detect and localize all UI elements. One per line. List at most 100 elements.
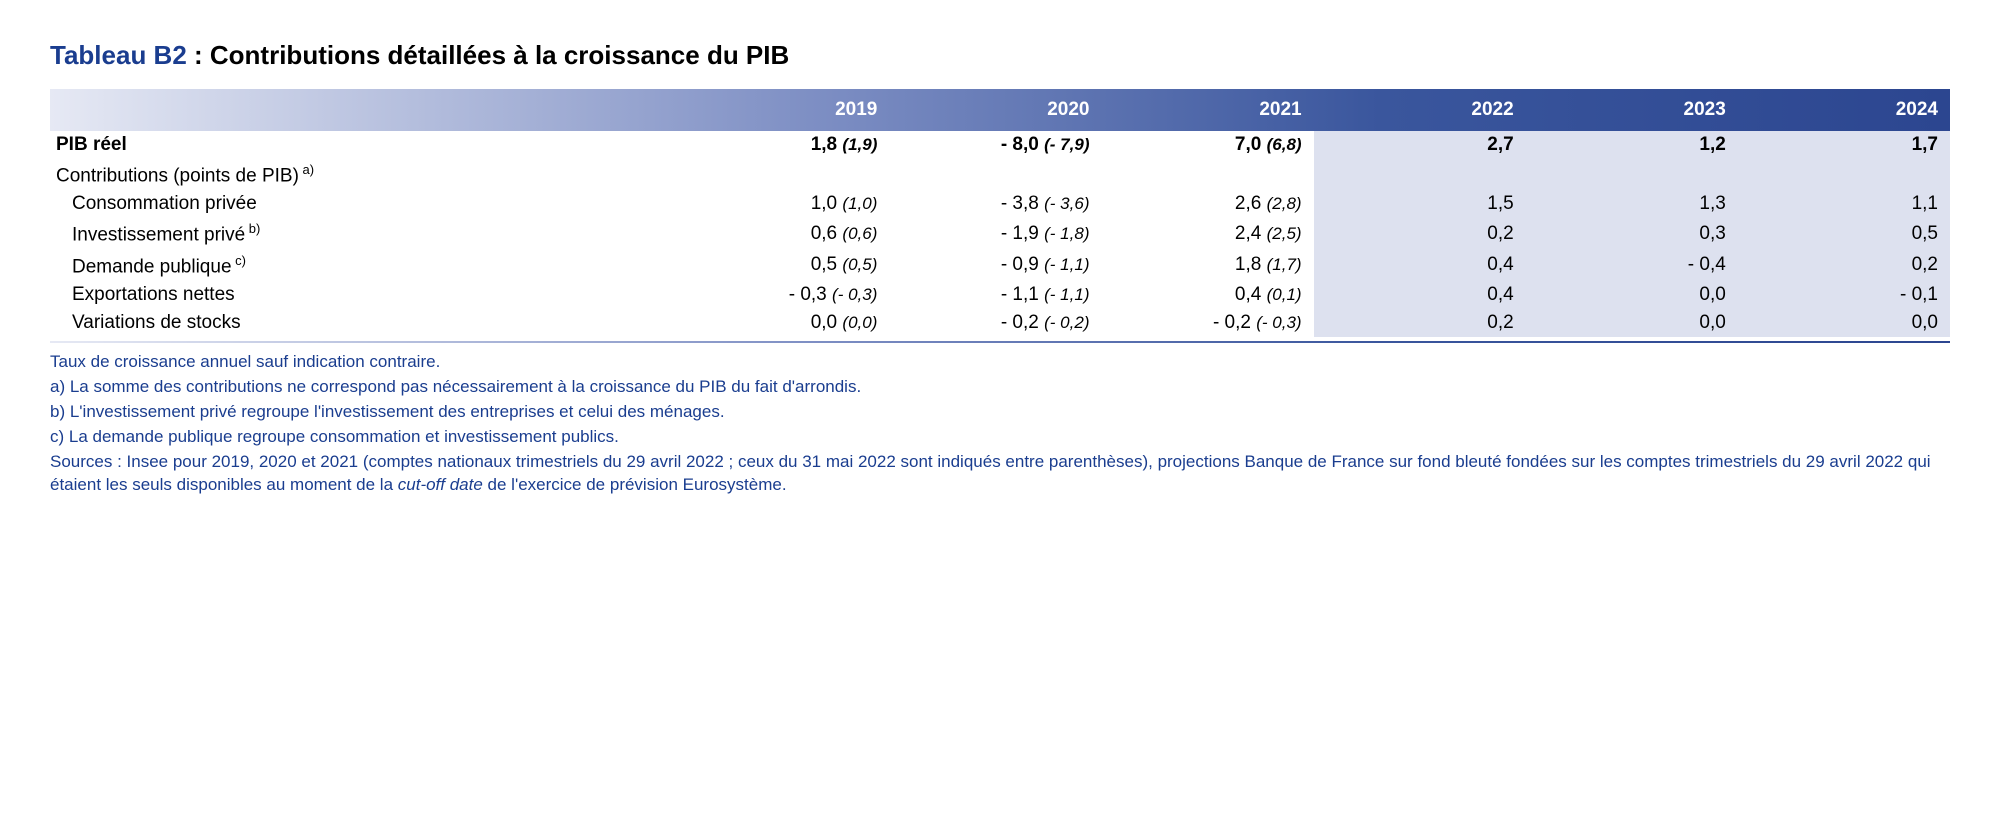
header-year: 2022: [1314, 89, 1526, 131]
cell-paren: (0,1): [1267, 285, 1302, 304]
cell-paren: (6,8): [1267, 135, 1302, 154]
cell-value: [677, 159, 889, 190]
cell-value: 0,5: [1738, 218, 1950, 249]
cell-value: 0,0: [1526, 309, 1738, 337]
cell-paren: (- 1,1): [1044, 255, 1089, 274]
note-line-c: c) La demande publique regroupe consomma…: [50, 426, 1950, 449]
sources-before: Sources : Insee pour 2019, 2020 et 2021 …: [50, 452, 1931, 494]
cell-value: 0,5 (0,5): [677, 250, 889, 281]
cell-value: 1,8 (1,9): [677, 131, 889, 159]
cell-value: 2,4 (2,5): [1101, 218, 1313, 249]
cell-value: - 0,2 (- 0,2): [889, 309, 1101, 337]
cell-value: 2,6 (2,8): [1101, 190, 1313, 218]
row-label: Demande publique c): [50, 250, 677, 281]
row-label: Exportations nettes: [50, 281, 677, 309]
table-row: Demande publique c)0,5 (0,5)- 0,9 (- 1,1…: [50, 250, 1950, 281]
sources-after: de l'exercice de prévision Eurosystème.: [483, 475, 787, 494]
table-row: Investissement privé b)0,6 (0,6)- 1,9 (-…: [50, 218, 1950, 249]
cell-value: 1,0 (1,0): [677, 190, 889, 218]
cell-paren: (1,9): [842, 135, 877, 154]
row-label: Consommation privée: [50, 190, 677, 218]
title-prefix: Tableau B2: [50, 40, 187, 70]
title-rest: Contributions détaillées à la croissance…: [210, 40, 789, 70]
cell-value: 0,2: [1738, 250, 1950, 281]
cell-paren: (- 0,3): [832, 285, 877, 304]
header-year: 2019: [677, 89, 889, 131]
table-row: PIB réel1,8 (1,9)- 8,0 (- 7,9)7,0 (6,8)2…: [50, 131, 1950, 159]
cell-paren: (- 1,1): [1044, 285, 1089, 304]
footnote-ref: a): [299, 162, 314, 177]
gdp-contributions-table: 201920202021202220232024 PIB réel1,8 (1,…: [50, 89, 1950, 337]
cell-value: - 0,3 (- 0,3): [677, 281, 889, 309]
cell-paren: (1,7): [1267, 255, 1302, 274]
cell-value: 0,4: [1314, 281, 1526, 309]
header-year: 2024: [1738, 89, 1950, 131]
cell-value: 0,2: [1314, 309, 1526, 337]
cell-value: 0,3: [1526, 218, 1738, 249]
sources-italic: cut-off date: [398, 475, 483, 494]
cell-value: 1,2: [1526, 131, 1738, 159]
cell-value: [1526, 159, 1738, 190]
table-header-row: 201920202021202220232024: [50, 89, 1950, 131]
cell-value: - 0,1: [1738, 281, 1950, 309]
cell-paren: (0,5): [842, 255, 877, 274]
note-line-a: a) La somme des contributions ne corresp…: [50, 376, 1950, 399]
cell-paren: (1,0): [842, 194, 877, 213]
header-year: 2021: [1101, 89, 1313, 131]
cell-paren: (- 3,6): [1044, 194, 1089, 213]
header-year: 2020: [889, 89, 1101, 131]
cell-value: 1,1: [1738, 190, 1950, 218]
cell-value: - 3,8 (- 3,6): [889, 190, 1101, 218]
table-row: Exportations nettes- 0,3 (- 0,3)- 1,1 (-…: [50, 281, 1950, 309]
row-label: Investissement privé b): [50, 218, 677, 249]
cell-value: 0,2: [1314, 218, 1526, 249]
title-separator: :: [187, 40, 210, 70]
row-label: PIB réel: [50, 131, 677, 159]
cell-value: - 0,2 (- 0,3): [1101, 309, 1313, 337]
cell-value: 1,3: [1526, 190, 1738, 218]
table-bottom-rule: [50, 341, 1950, 343]
cell-paren: (- 0,2): [1044, 313, 1089, 332]
header-blank: [50, 89, 677, 131]
header-year: 2023: [1526, 89, 1738, 131]
cell-value: 1,7: [1738, 131, 1950, 159]
table-row: Variations de stocks0,0 (0,0)- 0,2 (- 0,…: [50, 309, 1950, 337]
cell-value: - 1,1 (- 1,1): [889, 281, 1101, 309]
cell-paren: (- 0,3): [1256, 313, 1301, 332]
footnote-ref: b): [245, 221, 260, 236]
note-line-1: Taux de croissance annuel sauf indicatio…: [50, 351, 1950, 374]
footnote-ref: c): [232, 253, 246, 268]
cell-paren: (- 7,9): [1044, 135, 1089, 154]
cell-value: 0,0: [1738, 309, 1950, 337]
cell-value: 7,0 (6,8): [1101, 131, 1313, 159]
cell-value: [889, 159, 1101, 190]
cell-value: 1,8 (1,7): [1101, 250, 1313, 281]
cell-paren: (0,6): [842, 224, 877, 243]
cell-value: [1101, 159, 1313, 190]
table-notes: Taux de croissance annuel sauf indicatio…: [50, 351, 1950, 497]
row-label: Variations de stocks: [50, 309, 677, 337]
note-sources: Sources : Insee pour 2019, 2020 et 2021 …: [50, 451, 1950, 497]
cell-value: [1738, 159, 1950, 190]
cell-value: - 0,9 (- 1,1): [889, 250, 1101, 281]
cell-value: - 1,9 (- 1,8): [889, 218, 1101, 249]
table-title: Tableau B2 : Contributions détaillées à …: [50, 40, 1950, 71]
table-row: Consommation privée1,0 (1,0)- 3,8 (- 3,6…: [50, 190, 1950, 218]
note-line-b: b) L'investissement privé regroupe l'inv…: [50, 401, 1950, 424]
cell-value: 0,0: [1526, 281, 1738, 309]
table-body: PIB réel1,8 (1,9)- 8,0 (- 7,9)7,0 (6,8)2…: [50, 131, 1950, 337]
cell-paren: (0,0): [842, 313, 877, 332]
cell-value: 0,6 (0,6): [677, 218, 889, 249]
cell-value: 0,0 (0,0): [677, 309, 889, 337]
cell-value: 1,5: [1314, 190, 1526, 218]
cell-value: 0,4 (0,1): [1101, 281, 1313, 309]
cell-value: 2,7: [1314, 131, 1526, 159]
cell-paren: (2,5): [1267, 224, 1302, 243]
cell-value: 0,4: [1314, 250, 1526, 281]
cell-paren: (2,8): [1267, 194, 1302, 213]
cell-value: [1314, 159, 1526, 190]
cell-paren: (- 1,8): [1044, 224, 1089, 243]
cell-value: - 8,0 (- 7,9): [889, 131, 1101, 159]
cell-value: - 0,4: [1526, 250, 1738, 281]
table-row: Contributions (points de PIB) a): [50, 159, 1950, 190]
